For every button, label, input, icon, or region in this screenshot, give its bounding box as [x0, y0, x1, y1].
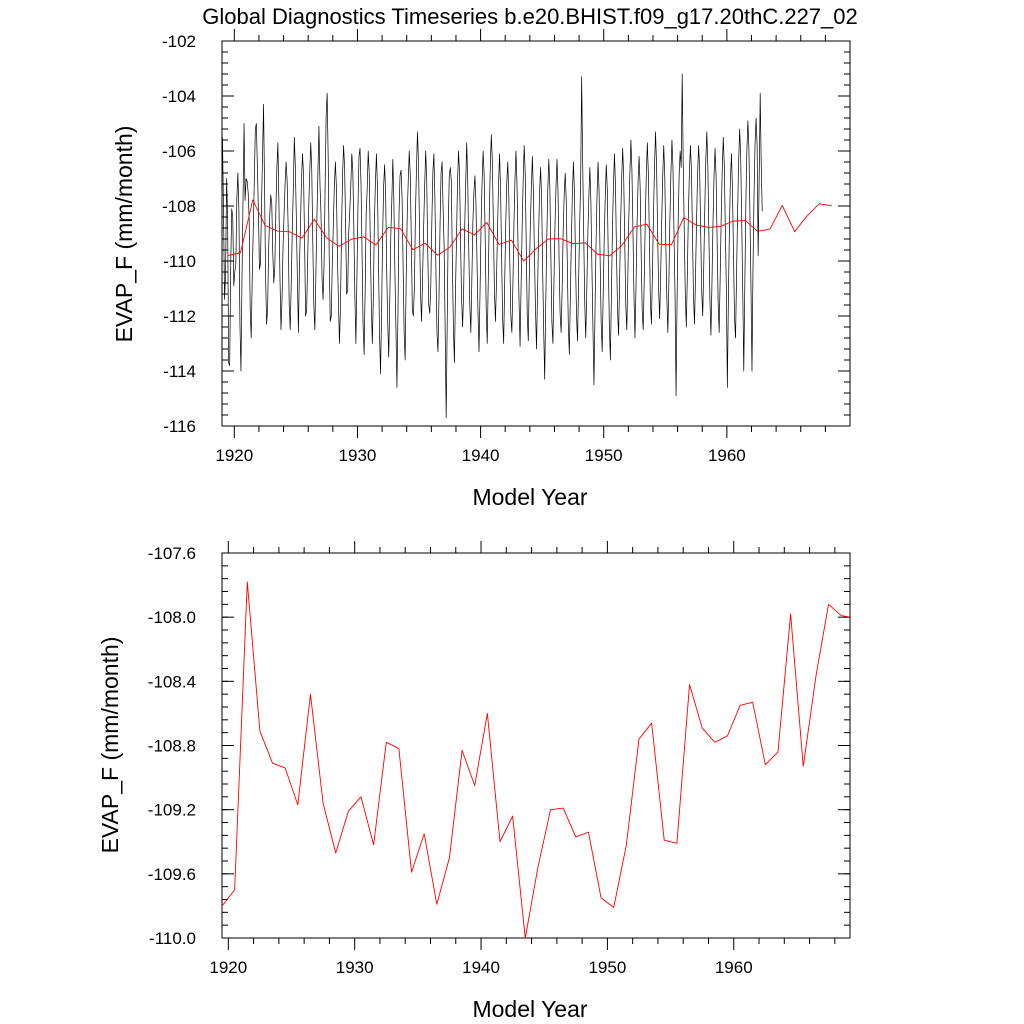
x-tick-label: 1930 — [339, 446, 377, 465]
top-y-tick-labels: -116 -114 -112 -110 -108 -106 -104 -102 — [162, 32, 196, 436]
monthly-series-line — [222, 73, 763, 419]
y-tick-label: -110.0 — [149, 929, 196, 948]
y-tick-label: -107.6 — [148, 544, 196, 563]
y-tick-label: -109.6 — [148, 865, 196, 884]
bottom-x-tick-labels: 1920 1930 1940 1950 1960 — [209, 958, 752, 977]
top-y-axis-title: EVAP_F (mm/month) — [111, 126, 137, 343]
y-tick-label: -104 — [162, 87, 196, 106]
x-tick-label: 1920 — [215, 446, 253, 465]
bottom-y-axis-title: EVAP_F (mm/month) — [97, 637, 123, 854]
x-tick-label: 1960 — [708, 446, 746, 465]
bottom-y-tick-labels: -110.0 -109.6 -109.2 -108.8 -108.4 -108.0 -107… — [148, 544, 196, 948]
y-tick-label: -108.4 — [148, 672, 196, 691]
annual-mean-series-line — [221, 581, 851, 939]
bottom-panel: -110.0 -109.6 -109.2 -108.8 -108.4 -108.0 -107… — [97, 541, 851, 1022]
y-tick-label: -108 — [162, 197, 196, 216]
bottom-axis-ticks — [222, 541, 850, 950]
chart-title: Global Diagnostics Timeseries b.e20.BHIS… — [202, 4, 858, 29]
y-tick-label: -112 — [163, 307, 196, 326]
x-tick-label: 1950 — [588, 958, 626, 977]
y-tick-label: -114 — [163, 362, 196, 381]
y-tick-label: -106 — [162, 142, 196, 161]
top-axis-ticks — [222, 29, 850, 438]
y-tick-label: -108.8 — [148, 737, 196, 756]
x-tick-label: 1940 — [462, 958, 500, 977]
top-x-tick-labels: 1920 1930 1940 1950 1960 — [215, 446, 745, 465]
top-x-axis-title: Model Year — [472, 484, 587, 510]
x-tick-label: 1930 — [336, 958, 374, 977]
bottom-series — [221, 581, 851, 939]
top-series — [222, 73, 832, 419]
annual-mean-series-line — [228, 199, 832, 262]
x-tick-label: 1950 — [585, 446, 623, 465]
top-panel: -116 -114 -112 -110 -108 -106 -104 -102 1920 193… — [111, 29, 851, 510]
y-tick-label: -109.2 — [148, 801, 196, 820]
y-tick-label: -108.0 — [148, 608, 196, 627]
top-plot-frame — [221, 40, 851, 427]
y-tick-label: -102 — [162, 32, 196, 51]
y-tick-label: -116 — [163, 417, 196, 436]
bottom-x-axis-title: Model Year — [472, 996, 587, 1022]
x-tick-label: 1920 — [209, 958, 247, 977]
y-tick-label: -110 — [163, 252, 196, 271]
x-tick-label: 1960 — [715, 958, 753, 977]
x-tick-label: 1940 — [462, 446, 500, 465]
